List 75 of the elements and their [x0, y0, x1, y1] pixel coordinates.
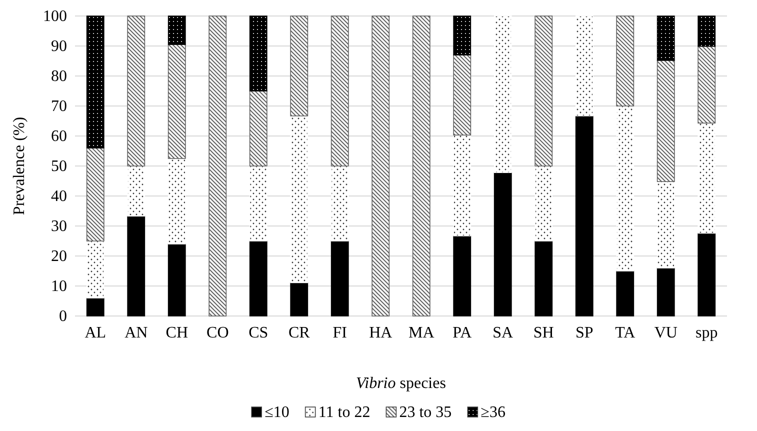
x-tick-label: CO — [206, 324, 229, 342]
bar — [453, 54, 472, 136]
legend-label: 11 to 22 — [318, 404, 370, 421]
legend-label: 23 to 35 — [399, 404, 452, 421]
x-tick-label: SP — [575, 324, 594, 342]
bar — [575, 116, 594, 316]
bar — [86, 16, 104, 148]
bar — [575, 16, 594, 116]
x-tick-label: SA — [492, 324, 514, 342]
bar — [616, 270, 634, 316]
bar — [168, 16, 186, 45]
y-tick-label: 60 — [51, 128, 67, 146]
x-tick-label: MA — [408, 324, 435, 342]
bar — [168, 44, 186, 159]
y-tick-label: 70 — [51, 98, 67, 116]
bar — [249, 16, 268, 92]
bar — [168, 244, 186, 316]
bar — [494, 16, 512, 173]
bar — [290, 16, 308, 116]
bar — [534, 166, 553, 242]
bar — [534, 16, 553, 166]
bar — [453, 16, 472, 56]
bar — [698, 16, 716, 47]
bar — [127, 216, 146, 316]
x-tick-label: TA — [615, 324, 636, 342]
x-tick-label: AN — [124, 324, 148, 342]
bar — [127, 166, 146, 216]
y-tick-label: 100 — [43, 8, 67, 26]
y-tick-label: 80 — [51, 68, 67, 86]
bar — [127, 16, 146, 166]
x-tick-label: HA — [369, 324, 393, 342]
bar — [412, 16, 430, 316]
bar — [330, 240, 349, 316]
bar — [698, 122, 716, 234]
y-tick-label: 40 — [51, 188, 67, 206]
legend-label: ≤10 — [264, 404, 290, 421]
bar — [86, 240, 104, 298]
bar — [330, 16, 349, 166]
bar — [698, 46, 716, 124]
x-tick-label: AL — [84, 324, 106, 342]
bar — [616, 16, 634, 106]
bar — [290, 282, 308, 316]
bar — [656, 268, 675, 316]
y-tick-label: 90 — [51, 38, 67, 56]
x-tick-label: spp — [696, 324, 718, 342]
bar — [290, 116, 308, 284]
y-tick-label: 20 — [51, 248, 67, 266]
x-tick-label: CR — [288, 324, 310, 342]
y-axis-title: Prevalence (%) — [11, 116, 28, 216]
bar — [494, 172, 512, 316]
x-tick-label: CH — [166, 324, 188, 342]
legend-label: ≥36 — [480, 404, 506, 421]
bar — [698, 232, 716, 316]
x-axis-title: Vibrio species — [356, 375, 446, 392]
bar — [208, 16, 227, 316]
bar — [656, 60, 675, 182]
bar — [616, 106, 634, 272]
x-tick-label: SH — [533, 324, 554, 342]
x-tick-label: VU — [654, 324, 678, 342]
y-tick-label: 50 — [51, 158, 67, 176]
bar — [330, 166, 349, 242]
y-tick-label: 10 — [51, 278, 67, 296]
x-tick-label: PA — [452, 324, 472, 342]
x-tick-label: FI — [332, 324, 347, 342]
bar — [86, 298, 104, 316]
x-tick-label: CS — [248, 324, 268, 342]
bar — [249, 90, 268, 166]
y-tick-label: 30 — [51, 218, 67, 236]
bar — [86, 148, 104, 242]
bar — [249, 240, 268, 316]
y-tick-label: 0 — [59, 308, 67, 326]
bar — [453, 236, 472, 316]
bar — [372, 16, 390, 316]
bar — [656, 16, 675, 61]
bar — [534, 240, 553, 316]
